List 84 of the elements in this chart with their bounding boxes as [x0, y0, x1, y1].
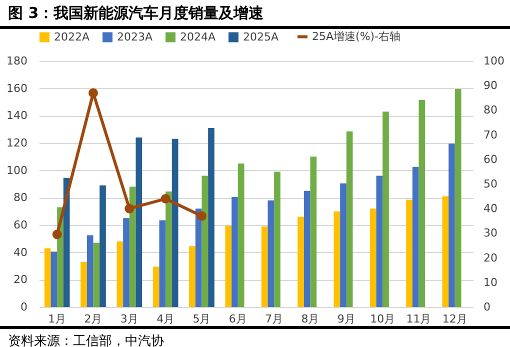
bar: [406, 200, 412, 307]
point: [160, 194, 170, 204]
y-tick-label: 160: [6, 82, 28, 95]
x-tick-label: 6月: [228, 312, 247, 326]
y-tick-label: 40: [14, 246, 28, 259]
bar: [123, 218, 130, 307]
bar: [442, 196, 449, 307]
bar: [86, 235, 94, 307]
bar: [370, 208, 376, 307]
x-tick-label: 9月: [337, 312, 356, 326]
legend-label: 2025A: [243, 30, 279, 44]
y2-tick-label: 80: [484, 104, 498, 117]
bar: [208, 128, 214, 307]
text: 资料来源：工信部，中汽协: [0, 326, 510, 347]
bar: [334, 211, 340, 307]
bar: [152, 266, 160, 307]
bar: [376, 176, 383, 307]
bar: [116, 241, 124, 307]
point: [124, 204, 134, 214]
point: [88, 88, 98, 98]
bar: [310, 156, 317, 307]
bar: [304, 190, 310, 307]
bar: [189, 246, 196, 307]
point: [197, 211, 206, 221]
bar: [382, 112, 389, 307]
bar: [159, 220, 166, 307]
y2-tick-label: 10: [484, 276, 498, 289]
bar: [274, 172, 280, 307]
bar: [448, 144, 455, 307]
y2-tick-label: 0: [484, 300, 490, 314]
legend-label: 2023A: [117, 30, 153, 44]
x-tick-label: 11月: [406, 312, 432, 326]
y2-tick-label: 100: [484, 54, 504, 68]
y-tick-label: 80: [14, 191, 28, 204]
x-tick-label: 12月: [442, 312, 468, 326]
y-tick-label: 180: [6, 54, 28, 68]
y-tick-label: 140: [6, 109, 28, 122]
x-tick-label: 2月: [84, 312, 102, 326]
x-tick-label: 3月: [120, 312, 138, 326]
bar: [346, 131, 353, 307]
y2-tick-label: 40: [484, 202, 498, 216]
legend-label: 25A增速(%)-右轴: [312, 30, 401, 43]
bar: [166, 192, 172, 307]
x-tick-label: 4月: [156, 312, 175, 326]
bar: [50, 252, 58, 307]
y2-tick-label: 30: [484, 226, 498, 240]
bar: [100, 185, 106, 307]
y2-tick-label: 50: [484, 178, 498, 190]
bar: [412, 166, 419, 307]
y2-tick-label: 20: [484, 251, 498, 264]
x-tick-label: 1月: [48, 312, 66, 326]
x-tick-label: 8月: [301, 312, 320, 326]
y2-tick-label: 90: [484, 79, 498, 92]
y-tick-label: 120: [6, 136, 28, 150]
point: [52, 230, 62, 240]
bar: [298, 216, 304, 307]
bar: [202, 176, 208, 307]
y2-tick-label: 70: [484, 128, 498, 142]
x-tick-label: 7月: [265, 312, 284, 326]
y-tick-label: 100: [6, 164, 28, 177]
bar: [129, 186, 136, 307]
bar: [454, 89, 462, 307]
legend-label: 2024A: [180, 30, 216, 44]
bar: [195, 208, 202, 307]
bar: [238, 164, 244, 307]
y-tick-label: 60: [14, 218, 28, 232]
y-tick-label: 0: [20, 300, 28, 314]
x-tick-label: 5月: [192, 312, 211, 326]
y2-tick-label: 60: [484, 152, 498, 166]
bar: [93, 242, 100, 307]
y-tick-label: 20: [14, 273, 28, 286]
bar: [44, 248, 51, 307]
bar: [80, 262, 87, 307]
bar: [172, 138, 178, 307]
bar: [418, 100, 426, 307]
bar: [340, 183, 346, 307]
x-tick-label: 10月: [370, 312, 396, 326]
bar: [225, 226, 232, 307]
bar: [268, 200, 274, 307]
bar: [136, 138, 142, 307]
bar: [232, 196, 238, 307]
bar: [261, 226, 268, 307]
chart-title: 图 3：我国新能源汽车月度销量及增速: [0, 0, 510, 29]
legend-label: 2022A: [54, 30, 90, 44]
